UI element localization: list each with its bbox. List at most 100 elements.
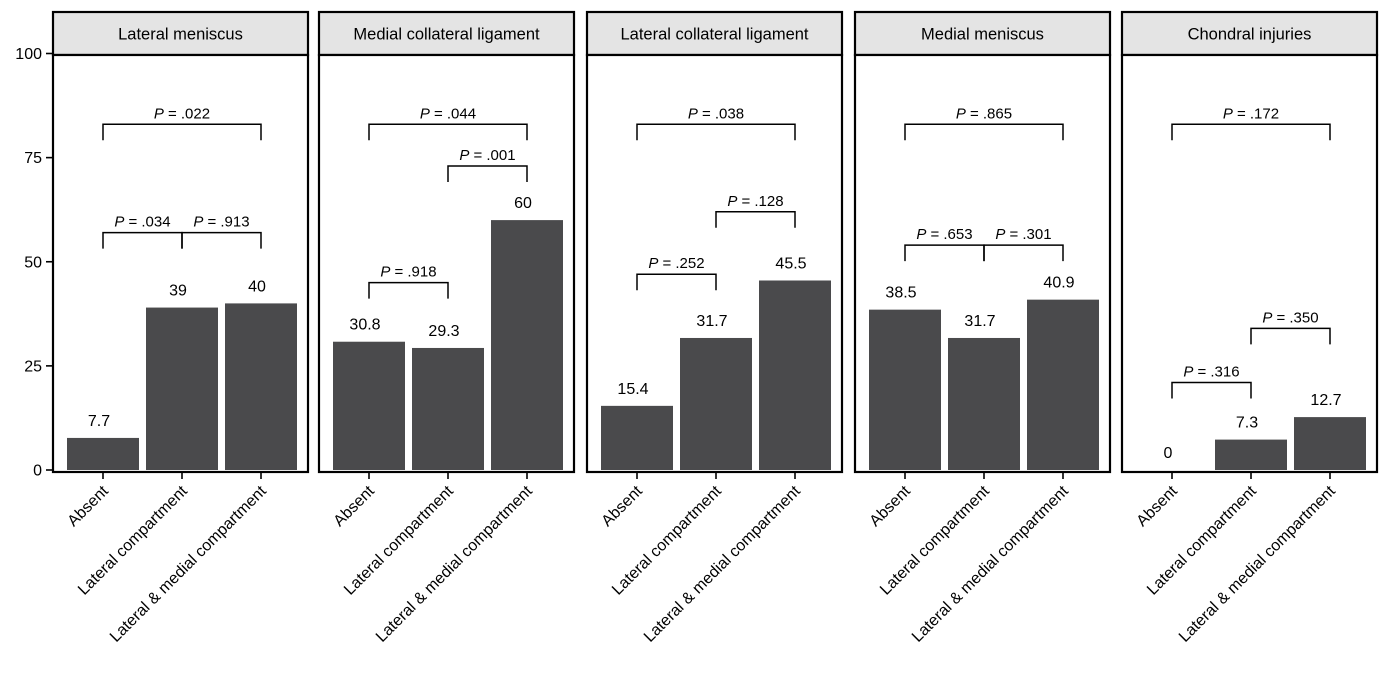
p-value: = .653 [930, 226, 972, 243]
p-value-label: P = .022 [154, 105, 210, 122]
y-tick-label: 50 [24, 254, 42, 271]
significance-bracket [1250, 327, 1331, 345]
significance-bracket [447, 165, 528, 182]
facet-panel: Lateral collateral ligament 15.4 Absent 31.… [585, 10, 844, 646]
bar-value-label: 40 [248, 278, 266, 295]
y-tick-label: 25 [24, 358, 42, 375]
bar [225, 303, 297, 470]
p-symbol: P [459, 147, 469, 164]
p-value: = .913 [207, 214, 249, 231]
bar-value-label: 0 [1164, 445, 1173, 462]
bar [601, 405, 673, 470]
bar-value-label: 60 [514, 195, 532, 212]
p-value: = .252 [662, 255, 704, 272]
facet-strip [585, 10, 844, 57]
bar-value-label: 15.4 [617, 381, 648, 398]
p-symbol: P [114, 214, 124, 231]
p-value: = .301 [1009, 226, 1051, 243]
bar-value-label: 38.5 [885, 285, 916, 302]
bar-value-label: 40.9 [1043, 275, 1074, 292]
bar-value-label: 7.3 [1236, 415, 1258, 432]
p-value: = .044 [434, 105, 476, 122]
p-value: = .128 [741, 193, 783, 210]
facet-title: Medial meniscus [921, 26, 1044, 44]
p-value-label: P = .913 [193, 214, 249, 231]
facet-title: Medial collateral ligament [353, 26, 540, 44]
significance-bracket [1171, 381, 1252, 399]
significance-bracket [983, 244, 1064, 262]
p-value-label: P = .252 [648, 255, 704, 272]
p-value: = .022 [168, 105, 210, 122]
p-value-label: P = .301 [995, 226, 1051, 243]
bar-value-label: 7.7 [88, 413, 110, 430]
p-value-label: P = .128 [727, 193, 783, 210]
p-symbol: P [420, 105, 430, 122]
facet-panel: Medial collateral ligament 30.8 Absent 29.3… [317, 10, 576, 646]
p-value-label: P = .865 [956, 105, 1012, 122]
x-category-label: Lateral & medial compartment [373, 482, 536, 645]
bar [948, 337, 1020, 470]
p-symbol: P [154, 105, 164, 122]
p-value: = .172 [1237, 105, 1279, 122]
p-symbol: P [1223, 105, 1233, 122]
bar-value-label: 39 [169, 283, 187, 300]
p-value: = .350 [1276, 309, 1318, 326]
bar-value-label: 30.8 [349, 317, 380, 334]
p-value-label: P = .001 [459, 147, 515, 164]
p-symbol: P [1183, 364, 1193, 381]
bar [680, 337, 752, 470]
bar [1215, 439, 1287, 470]
x-category-label: Lateral & medial compartment [641, 482, 804, 645]
x-category-label: Absent [599, 482, 647, 530]
p-value-label: P = .044 [420, 105, 476, 122]
facet-strip [317, 10, 576, 57]
bar [869, 309, 941, 470]
y-axis: 0 25 50 75 100 [15, 46, 54, 480]
p-value-label: P = .316 [1183, 364, 1239, 381]
x-category-label: Absent [65, 482, 113, 530]
x-category-label: Lateral & medial compartment [107, 482, 270, 645]
bar [412, 347, 484, 470]
p-value: = .038 [702, 105, 744, 122]
p-symbol: P [916, 226, 926, 243]
bar-value-label: 45.5 [775, 255, 806, 272]
p-value: = .918 [394, 264, 436, 281]
p-value: = .865 [970, 105, 1012, 122]
x-category-label: Absent [1134, 482, 1182, 530]
facet-title: Chondral injuries [1188, 26, 1312, 44]
x-category-label: Lateral & medial compartment [1176, 482, 1339, 645]
p-symbol: P [380, 264, 390, 281]
p-value-label: P = .918 [380, 264, 436, 281]
significance-bracket [636, 273, 717, 291]
p-symbol: P [727, 193, 737, 210]
p-value: = .034 [128, 214, 170, 231]
significance-bracket [368, 281, 449, 299]
facet-title: Lateral collateral ligament [620, 26, 808, 44]
p-symbol: P [193, 214, 203, 231]
significance-bracket [715, 211, 796, 228]
x-category-label: Absent [867, 482, 915, 530]
significance-bracket [368, 123, 528, 141]
p-value-label: P = .350 [1262, 309, 1318, 326]
p-symbol: P [648, 255, 658, 272]
bar [146, 307, 218, 470]
p-value: = .316 [1197, 364, 1239, 381]
y-tick-label: 0 [33, 463, 42, 480]
y-tick-label: 75 [24, 150, 42, 167]
p-value: = .001 [473, 147, 515, 164]
bar [491, 220, 563, 470]
p-symbol: P [956, 105, 966, 122]
facet-title: Lateral meniscus [118, 26, 243, 44]
bar [1294, 417, 1366, 470]
bar [759, 280, 831, 470]
significance-bracket [102, 123, 262, 141]
bar-value-label: 12.7 [1310, 392, 1341, 409]
bar [1027, 299, 1099, 470]
significance-bracket [904, 123, 1064, 141]
bar-value-label: 31.7 [964, 313, 995, 330]
bar [333, 341, 405, 470]
x-category-label: Absent [331, 482, 379, 530]
